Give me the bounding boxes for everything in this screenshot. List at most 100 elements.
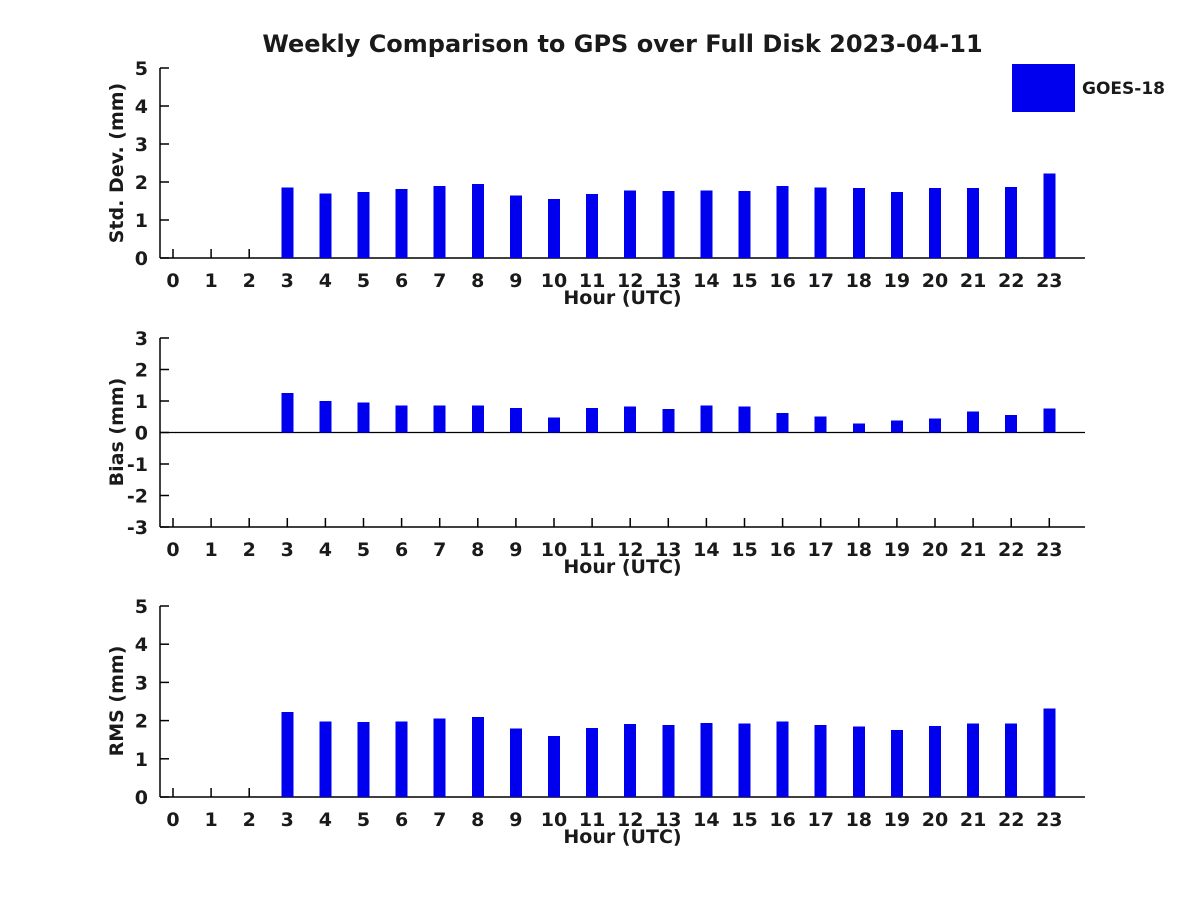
bar-hour-23 xyxy=(1043,173,1056,258)
x-tick-label: 16 xyxy=(769,270,795,292)
x-tick-label: 16 xyxy=(769,809,795,831)
x-tick-label: 9 xyxy=(509,539,522,561)
x-tick-label: 5 xyxy=(357,539,370,561)
x-tick-label: 16 xyxy=(769,539,795,561)
bar-hour-20 xyxy=(929,188,941,258)
bars xyxy=(281,173,1056,258)
stddev-x-axis-label: Hour (UTC) xyxy=(563,287,682,309)
x-tick-label: 8 xyxy=(471,809,484,831)
bar-hour-13 xyxy=(662,409,675,433)
axes xyxy=(159,68,1085,259)
x-tick-label: 8 xyxy=(471,270,484,292)
x-tick-label: 14 xyxy=(693,539,719,561)
bar-hour-20 xyxy=(929,418,941,433)
bar-hour-12 xyxy=(624,190,637,258)
bar-hour-13 xyxy=(662,191,675,258)
x-tick-label: 6 xyxy=(395,270,408,292)
x-tick-label: 22 xyxy=(998,539,1024,561)
x-tick-label: 0 xyxy=(166,539,179,561)
bar-hour-10 xyxy=(548,199,560,258)
tick-marks xyxy=(160,67,1051,259)
x-tick-label: 22 xyxy=(998,809,1024,831)
x-tick-label: 17 xyxy=(807,270,833,292)
bar-hour-5 xyxy=(357,191,370,258)
x-tick-label: 1 xyxy=(204,809,217,831)
y-tick-label: 1 xyxy=(135,749,148,771)
y-tick-label: 1 xyxy=(135,391,148,413)
x-tick-label: 4 xyxy=(319,809,332,831)
axes xyxy=(159,338,1085,528)
bar-hour-22 xyxy=(1005,723,1018,797)
bar-hour-12 xyxy=(624,724,637,797)
x-tick-label: 0 xyxy=(166,270,179,292)
bar-hour-17 xyxy=(814,187,827,258)
bar-hour-5 xyxy=(357,722,370,797)
bar-hour-9 xyxy=(509,195,522,258)
bar-hour-8 xyxy=(471,716,484,797)
x-tick-label: 21 xyxy=(960,809,986,831)
x-tick-label: 13 xyxy=(655,270,681,292)
y-tick-label: 0 xyxy=(135,248,148,270)
tick-marks xyxy=(160,605,1051,798)
bar-hour-16 xyxy=(776,185,789,258)
x-tick-label: 7 xyxy=(433,539,446,561)
x-tick-label: 23 xyxy=(1036,270,1062,292)
bar-hour-20 xyxy=(929,725,941,797)
bar-hour-15 xyxy=(738,723,751,797)
y-tick-label: 5 xyxy=(135,596,148,618)
y-tick-label: 4 xyxy=(135,96,148,118)
x-tick-label: 7 xyxy=(433,809,446,831)
bar-hour-3 xyxy=(281,393,294,433)
bar-hour-18 xyxy=(852,188,865,258)
bar-hour-19 xyxy=(890,420,903,433)
y-tick-label: 3 xyxy=(135,672,148,694)
bias-y-axis-label: Bias (mm) xyxy=(106,377,128,487)
bar-hour-14 xyxy=(700,405,713,433)
x-tick-label: 10 xyxy=(541,539,567,561)
bar-hour-6 xyxy=(395,405,408,433)
x-tick-label: 2 xyxy=(243,539,256,561)
x-tick-label: 5 xyxy=(357,809,370,831)
bar-hour-13 xyxy=(662,725,675,797)
y-tick-label: 2 xyxy=(135,360,148,382)
bar-hour-14 xyxy=(700,190,713,258)
bar-hour-23 xyxy=(1043,708,1056,797)
x-tick-label: 8 xyxy=(471,539,484,561)
x-tick-label: 19 xyxy=(884,270,910,292)
x-tick-label: 23 xyxy=(1036,809,1062,831)
x-tick-label: 15 xyxy=(731,539,757,561)
x-tick-label: 12 xyxy=(617,270,643,292)
bar-hour-19 xyxy=(890,729,903,797)
x-tick-label: 18 xyxy=(846,809,872,831)
x-tick-label: 13 xyxy=(655,809,681,831)
x-tick-label: 17 xyxy=(807,539,833,561)
x-tick-label: 3 xyxy=(281,809,294,831)
bars xyxy=(281,393,1056,433)
bar-hour-19 xyxy=(890,191,903,258)
bar-hour-17 xyxy=(814,416,827,433)
x-tick-label: 19 xyxy=(884,539,910,561)
x-tick-label: 12 xyxy=(617,809,643,831)
x-tick-label: 17 xyxy=(807,809,833,831)
x-tick-label: 20 xyxy=(922,809,948,831)
x-tick-label: 18 xyxy=(846,270,872,292)
bar-hour-5 xyxy=(357,402,370,433)
y-tick-label: 4 xyxy=(135,634,148,656)
bar-hour-6 xyxy=(395,721,408,797)
bar-hour-3 xyxy=(281,187,294,258)
legend-series-label: GOES-18 xyxy=(1082,79,1165,99)
rms-x-axis-label: Hour (UTC) xyxy=(563,826,682,848)
x-tick-label: 4 xyxy=(319,539,332,561)
x-tick-label: 1 xyxy=(204,270,217,292)
bar-hour-11 xyxy=(586,408,599,433)
bar-hour-14 xyxy=(700,722,713,797)
bar-hour-22 xyxy=(1005,186,1018,258)
x-tick-label: 6 xyxy=(395,539,408,561)
bar-hour-23 xyxy=(1043,408,1056,433)
bar-hour-15 xyxy=(738,406,751,433)
bar-hour-22 xyxy=(1005,415,1018,433)
